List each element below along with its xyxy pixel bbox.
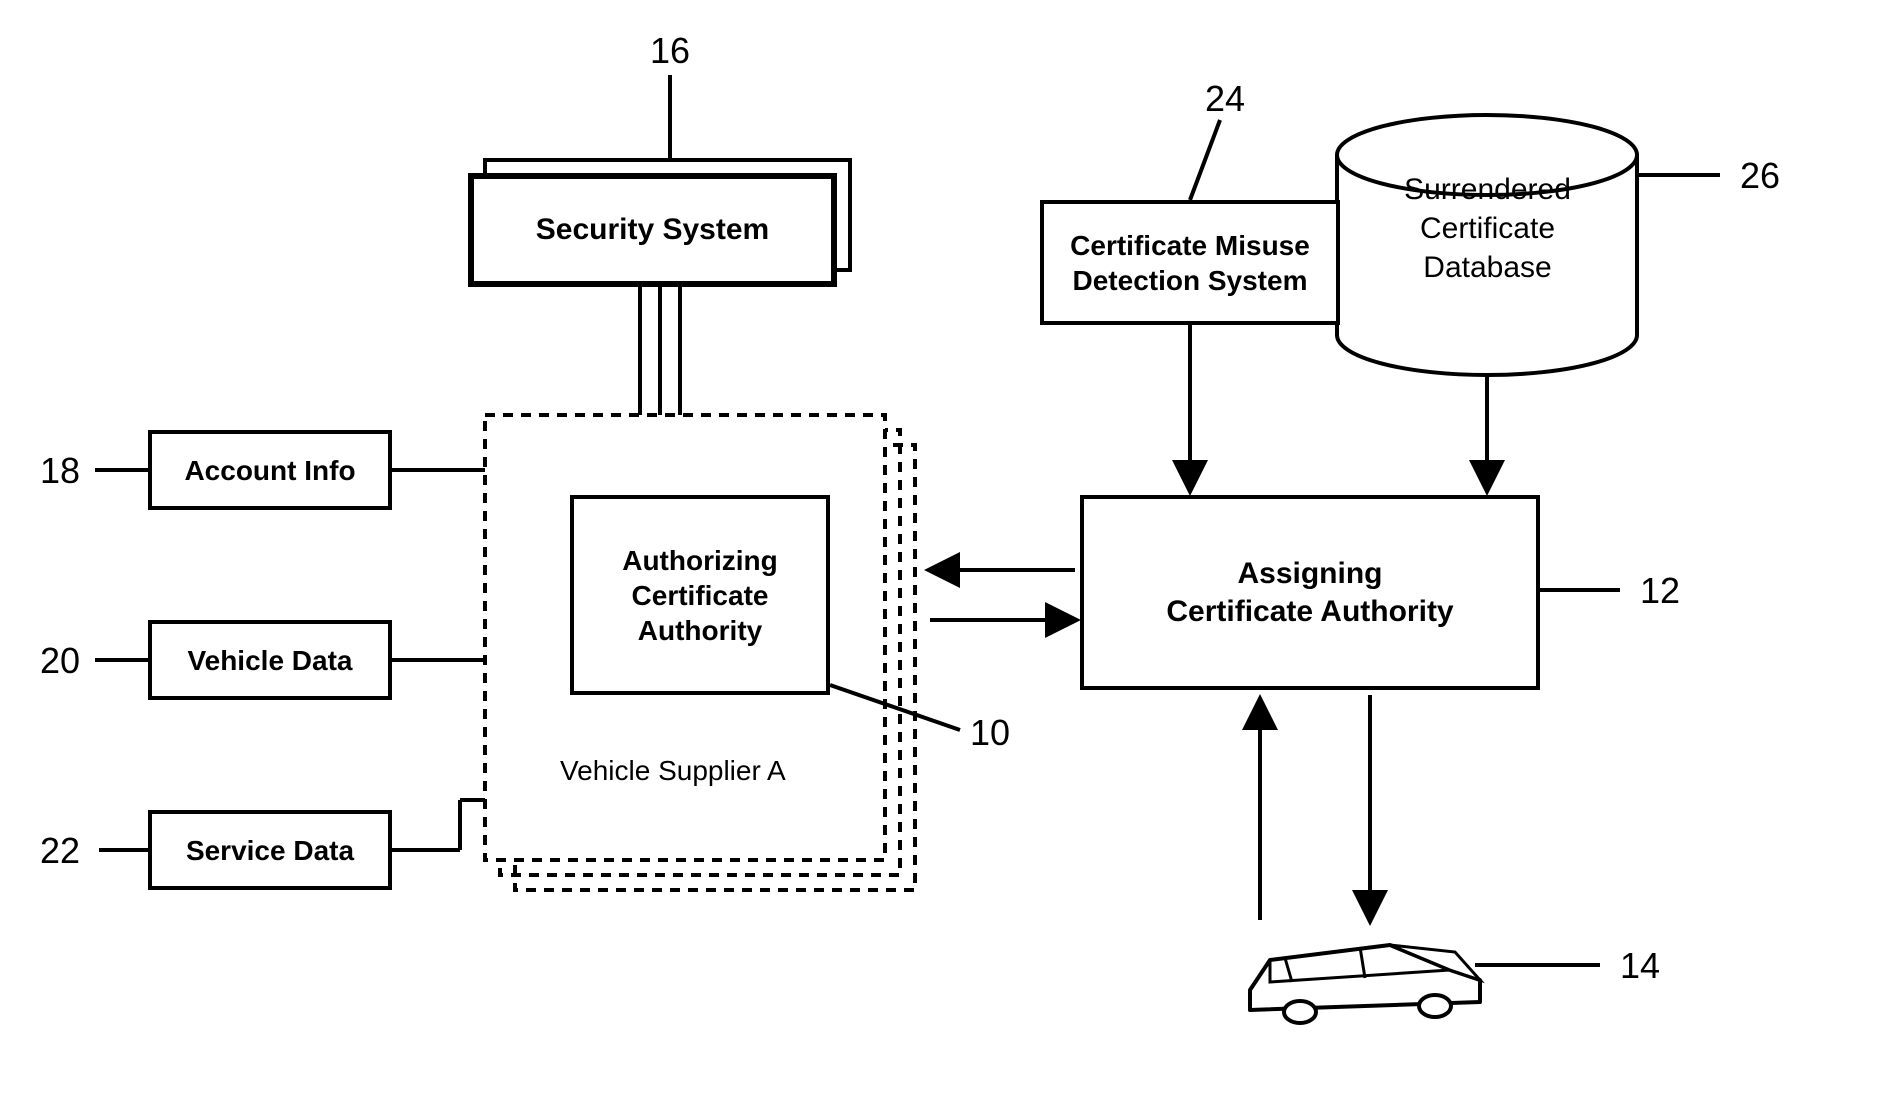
- ref-22: 22: [40, 830, 80, 872]
- assigning-ca-label: Assigning Certificate Authority: [1166, 555, 1453, 630]
- misuse-detection-label: Certificate Misuse Detection System: [1070, 228, 1310, 298]
- assigning-ca-box: Assigning Certificate Authority: [1080, 495, 1540, 690]
- security-system-box: Security System: [470, 175, 835, 285]
- misuse-detection-box: Certificate Misuse Detection System: [1040, 200, 1340, 325]
- vehicle-supplier-caption: Vehicle Supplier A: [560, 755, 786, 787]
- vehicle-data-label: Vehicle Data: [188, 643, 353, 678]
- ref-10: 10: [970, 712, 1010, 754]
- car-icon: [1250, 945, 1480, 1023]
- account-info-label: Account Info: [184, 453, 355, 488]
- service-data-label: Service Data: [186, 833, 354, 868]
- ref-14: 14: [1620, 945, 1660, 987]
- ref-18: 18: [40, 450, 80, 492]
- account-info-box: Account Info: [148, 430, 392, 510]
- ref-24: 24: [1205, 78, 1245, 120]
- vehicle-data-box: Vehicle Data: [148, 620, 392, 700]
- database-label: Surrendered Certificate Database: [1390, 170, 1585, 287]
- diagram-stage: Security System Certificate Misuse Detec…: [0, 0, 1903, 1098]
- authorizing-ca-label: Authorizing Certificate Authority: [622, 543, 778, 648]
- ref-20: 20: [40, 640, 80, 682]
- authorizing-ca-box: Authorizing Certificate Authority: [570, 495, 830, 695]
- security-system-label: Security System: [536, 211, 769, 249]
- service-data-box: Service Data: [148, 810, 392, 890]
- ref-16: 16: [650, 30, 690, 72]
- ref-12: 12: [1640, 570, 1680, 612]
- connections-layer: [0, 0, 1903, 1098]
- ref-26: 26: [1740, 155, 1780, 197]
